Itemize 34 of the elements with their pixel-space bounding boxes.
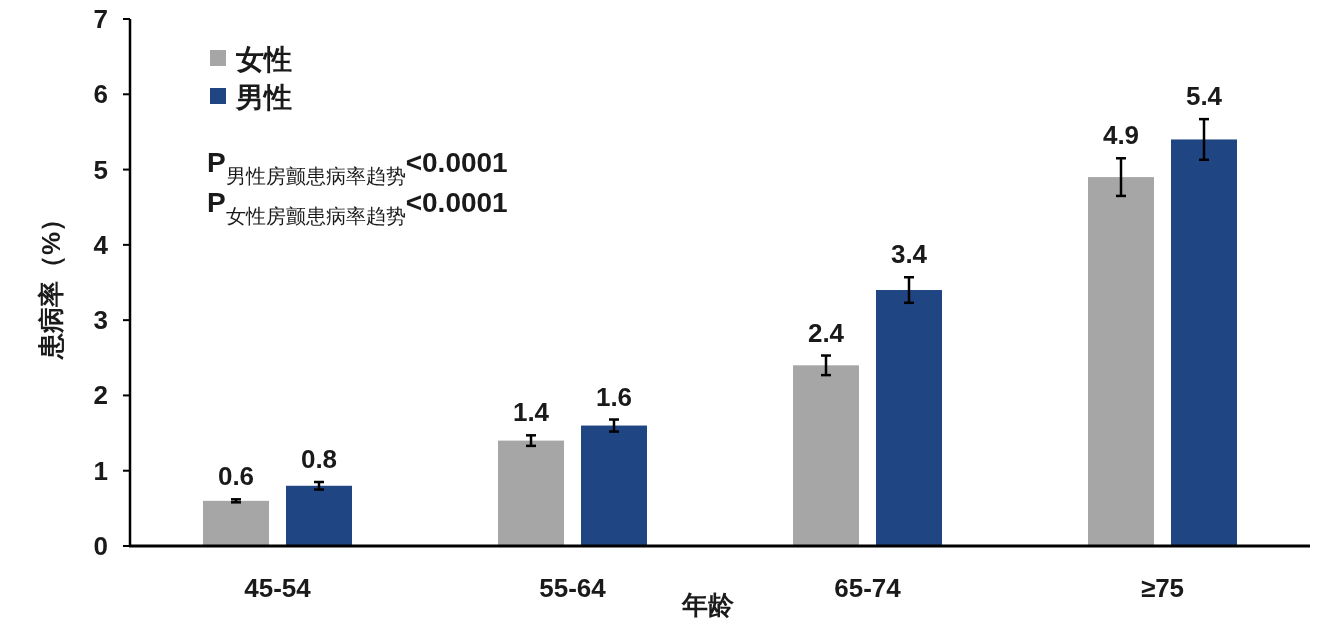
x-tick-label: 45-54	[244, 573, 312, 603]
y-tick-label: 3	[93, 305, 108, 336]
legend-label: 女性	[235, 44, 292, 75]
bar	[286, 485, 352, 546]
annotation: P$_{女性房颤患病率趋势}$<0.0001	[207, 187, 508, 227]
bar	[1171, 139, 1237, 546]
data-label: 5.4	[1185, 81, 1223, 112]
data-label: 1.6	[595, 381, 633, 412]
x-tick-label: ≥75	[1140, 573, 1185, 603]
data-label: 3.4	[890, 239, 928, 270]
y-tick-label: 6	[93, 79, 108, 110]
data-label: 0.8	[300, 444, 338, 475]
y-tick-label: 7	[93, 4, 108, 34]
y-tick-label: 0	[93, 531, 108, 561]
data-label: 2.4	[807, 317, 845, 348]
y-axis-title: 患病率（%）	[36, 205, 66, 361]
y-tick-label: 4	[93, 229, 109, 260]
x-tick-label: 65-74	[834, 573, 902, 603]
bar	[498, 440, 564, 546]
y-tick-label: 2	[93, 380, 108, 411]
x-axis-title: 年龄	[681, 590, 735, 620]
annotation: P$_{男性房颤患病率趋势}$<0.0001	[207, 147, 508, 187]
data-label: 4.9	[1102, 120, 1140, 151]
bar	[793, 365, 859, 546]
x-tick-label: 55-64	[539, 573, 607, 603]
y-tick-label: 5	[93, 154, 108, 185]
y-tick-label: 1	[93, 455, 108, 486]
bar	[581, 425, 647, 546]
data-label: 1.4	[512, 397, 550, 428]
bar	[876, 290, 942, 546]
bar	[203, 500, 269, 546]
bar	[1088, 177, 1154, 546]
data-label: 0.6	[217, 461, 255, 492]
legend-label: 男性	[235, 82, 292, 113]
